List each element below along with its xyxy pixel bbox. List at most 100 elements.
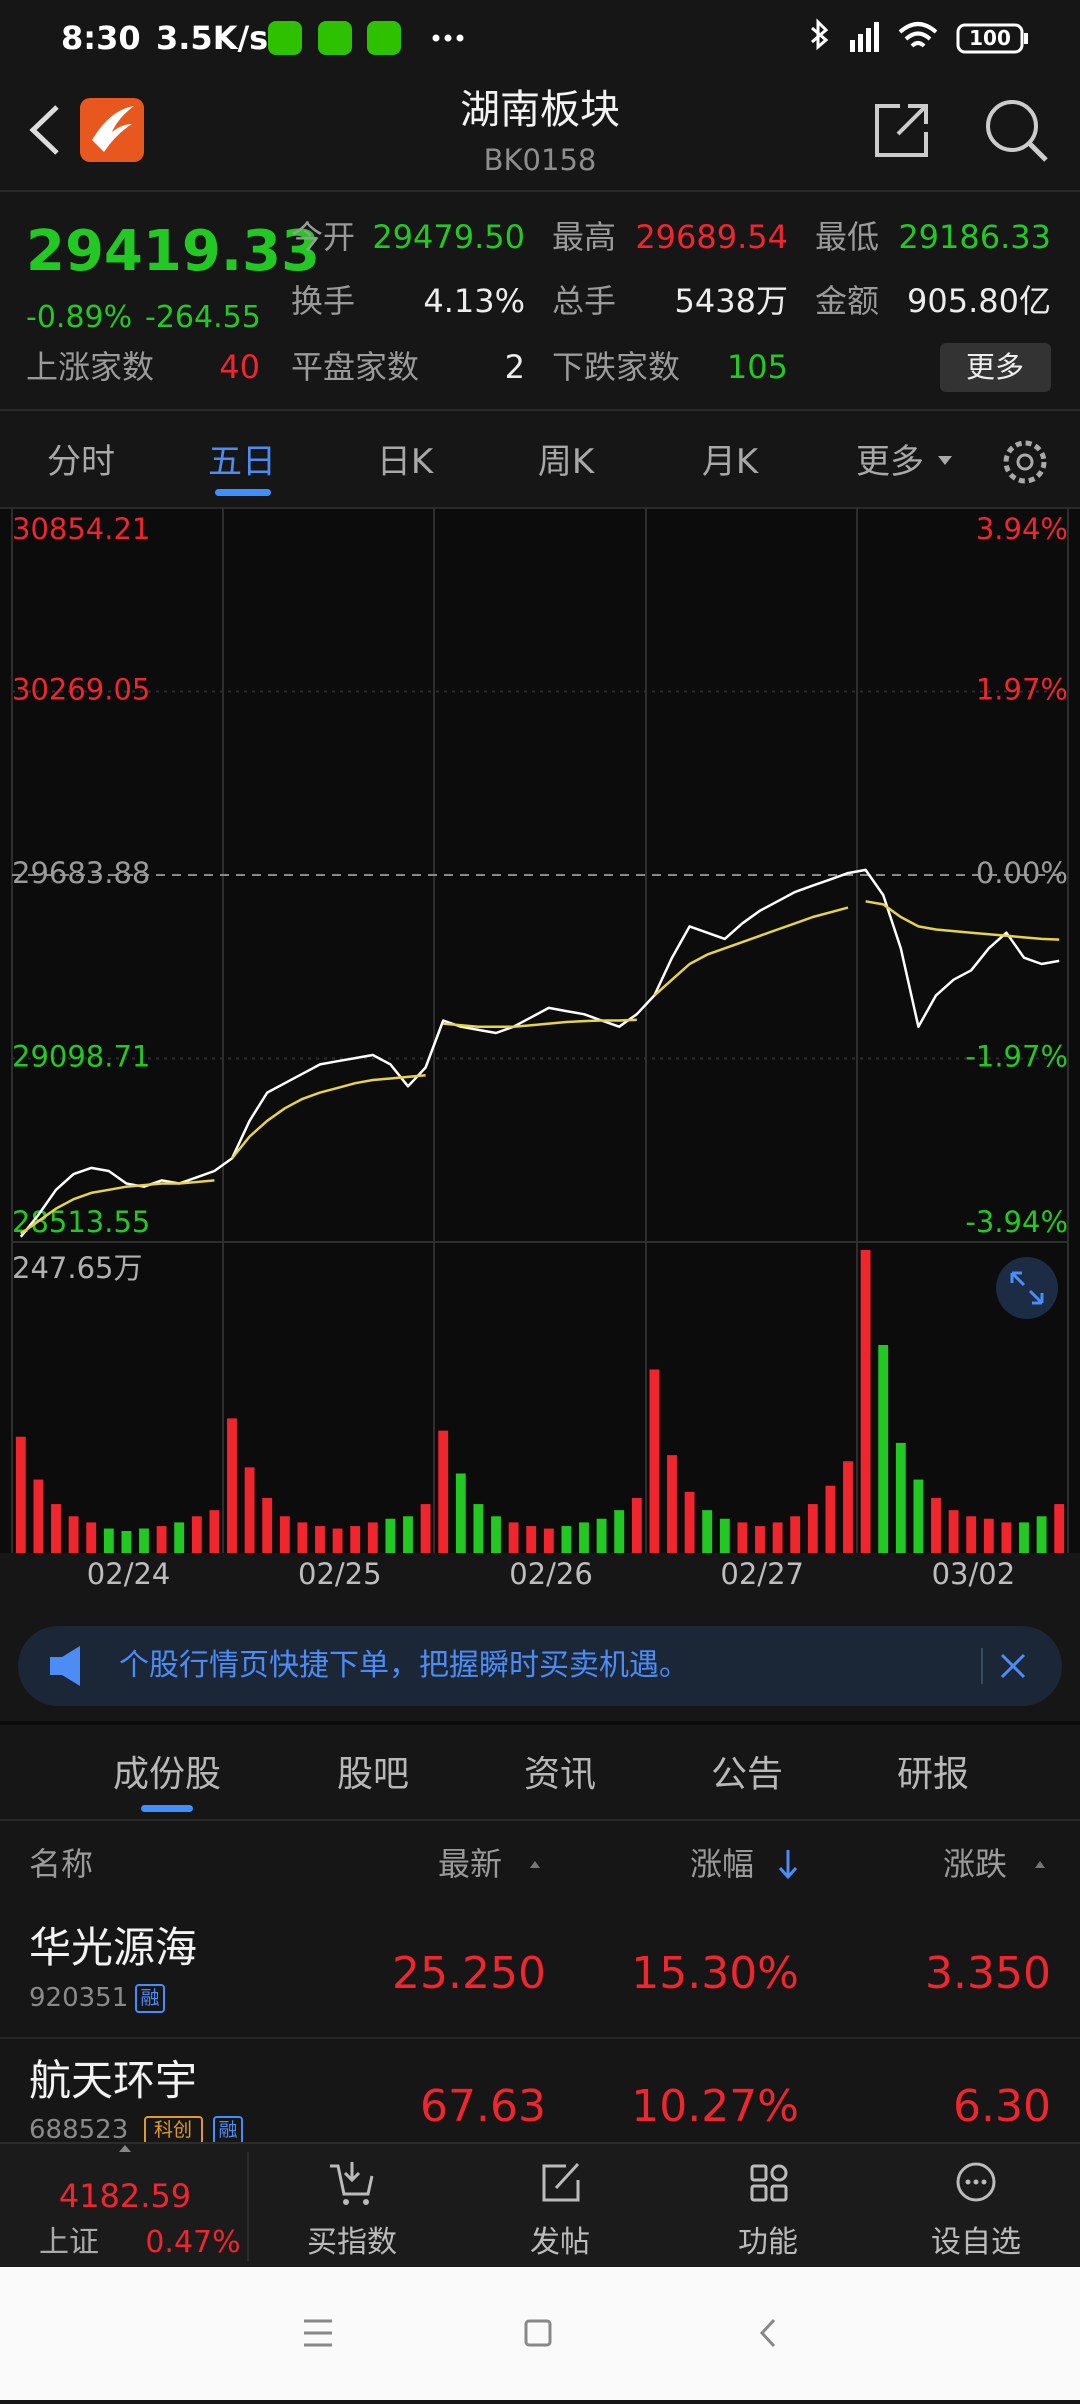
stat-value: 29479.50	[372, 218, 525, 256]
stock-tag: 科创	[153, 2119, 193, 2141]
x-tick-label: 02/27	[720, 1557, 804, 1591]
volume-bar	[684, 1491, 695, 1553]
more-button-label[interactable]: 更多	[965, 350, 1025, 384]
volume-bar	[966, 1516, 977, 1553]
stock-tag: 融	[218, 2119, 238, 2141]
column-header[interactable]: 涨跌	[942, 1845, 1008, 1883]
volume-bar	[86, 1522, 97, 1553]
index-value[interactable]: 4182.59	[58, 2177, 192, 2215]
nav-item[interactable]: 买指数	[307, 2225, 397, 2260]
volume-bar	[1054, 1504, 1065, 1553]
volume-bar	[508, 1522, 519, 1553]
sub-tab[interactable]: 研报	[896, 1754, 970, 1795]
column-header: 名称	[29, 1845, 94, 1883]
x-tick-label: 02/26	[509, 1557, 593, 1591]
stock-name[interactable]: 航天环宇	[29, 2056, 198, 2105]
tab[interactable]: 月K	[701, 442, 759, 482]
chart-background	[0, 509, 1080, 1553]
stat-label: 换手	[291, 282, 356, 320]
add-watchlist-icon[interactable]	[956, 2162, 996, 2202]
volume-bar	[491, 1516, 501, 1553]
back-button[interactable]	[29, 105, 59, 155]
share-button[interactable]	[875, 104, 928, 157]
change-percent: 10.27%	[631, 2081, 799, 2132]
close-banner[interactable]	[1000, 1653, 1026, 1679]
price-line	[19, 868, 1060, 1238]
logo-mark	[92, 106, 134, 152]
dropdown-arrow	[938, 456, 952, 465]
search-button[interactable]	[986, 100, 1048, 162]
settings-button[interactable]	[1003, 440, 1047, 484]
sub-tab[interactable]: 股吧	[336, 1754, 410, 1795]
column-header-sorted[interactable]: 涨幅	[689, 1845, 755, 1883]
sub-tab[interactable]: 资讯	[523, 1754, 597, 1795]
more-button[interactable]	[940, 343, 1051, 392]
home-button[interactable]	[524, 2319, 552, 2347]
nav-item[interactable]: 设自选	[931, 2225, 1021, 2260]
volume-bar	[279, 1516, 290, 1553]
tab-active[interactable]: 五日	[208, 442, 276, 482]
tag-box	[135, 1984, 165, 2013]
volume-bar	[878, 1345, 889, 1553]
sector-code: BK0158	[483, 143, 597, 177]
nav-item[interactable]: 功能	[738, 2225, 798, 2260]
stat-label: 上涨家数	[26, 348, 155, 386]
buy-index-icon[interactable]	[330, 2162, 374, 2196]
volume-bar	[68, 1516, 79, 1553]
x-tick-label: 03/02	[932, 1557, 1016, 1591]
tab[interactable]: 分时	[47, 442, 115, 482]
tag-box	[213, 2116, 243, 2142]
menu-button[interactable]	[304, 2319, 332, 2347]
banner-text[interactable]: 个股行情页快捷下单，把握瞬时买卖机遇。	[119, 1648, 689, 1683]
megaphone-icon	[50, 1646, 80, 1686]
volume-bar	[1019, 1522, 1029, 1553]
volume-bar	[455, 1473, 466, 1553]
index-name[interactable]: 上证	[39, 2225, 99, 2260]
volume-bar	[350, 1526, 361, 1553]
x-tick-label: 02/25	[298, 1557, 382, 1591]
stat-label: 总手	[552, 282, 617, 320]
sort-desc-icon[interactable]	[778, 1850, 798, 1880]
sort-icon[interactable]	[530, 1861, 540, 1868]
nav-item[interactable]: 发帖	[530, 2225, 590, 2260]
volume-bar	[948, 1510, 959, 1553]
change-percent: -0.89%	[26, 300, 133, 335]
volume-bar	[367, 1522, 378, 1553]
volume-bar	[315, 1526, 325, 1553]
volume-bar	[931, 1497, 941, 1553]
tab[interactable]: 周K	[537, 442, 595, 482]
function-icon[interactable]	[750, 2164, 788, 2202]
tab[interactable]: 日K	[376, 442, 434, 482]
bluetooth-icon	[811, 18, 829, 51]
sub-tab[interactable]: 公告	[710, 1754, 784, 1795]
change-percent: 15.30%	[631, 1948, 799, 1999]
sort-icon[interactable]	[1035, 1861, 1045, 1868]
column-header[interactable]: 最新	[437, 1845, 503, 1883]
volume-tick-label: 247.65万	[12, 1251, 142, 1285]
sub-tab-indicator	[141, 1805, 193, 1812]
y2-tick-label: -3.94%	[965, 1205, 1068, 1239]
y2-tick-label: -1.97%	[965, 1040, 1068, 1074]
stat-value: 4.13%	[423, 282, 525, 320]
volume-bar	[15, 1436, 26, 1553]
system-nav-bar	[0, 2267, 1080, 2400]
stat-label: 平盘家数	[291, 348, 420, 386]
volume-bar	[1001, 1522, 1012, 1553]
volume-bar	[561, 1526, 572, 1553]
tab[interactable]: 更多	[856, 442, 924, 482]
index-change[interactable]: 0.47%	[145, 2225, 241, 2260]
tag-box	[144, 2116, 203, 2142]
back-nav-button[interactable]	[759, 2318, 776, 2348]
stat-value: 905.80亿	[907, 282, 1051, 320]
volume-bar	[983, 1518, 994, 1553]
change-amount: -264.55	[145, 300, 261, 335]
post-icon[interactable]	[542, 2162, 580, 2202]
volume-bar	[103, 1528, 114, 1553]
stock-name[interactable]: 华光源海	[29, 1923, 198, 1972]
expand-button[interactable]	[996, 1257, 1058, 1319]
volume-bar	[702, 1510, 713, 1553]
y-tick-label: 28513.55	[12, 1205, 150, 1239]
expand-arrow[interactable]	[119, 2145, 131, 2152]
stat-label: 最低	[815, 218, 880, 256]
sub-tab-active[interactable]: 成份股	[112, 1754, 222, 1795]
